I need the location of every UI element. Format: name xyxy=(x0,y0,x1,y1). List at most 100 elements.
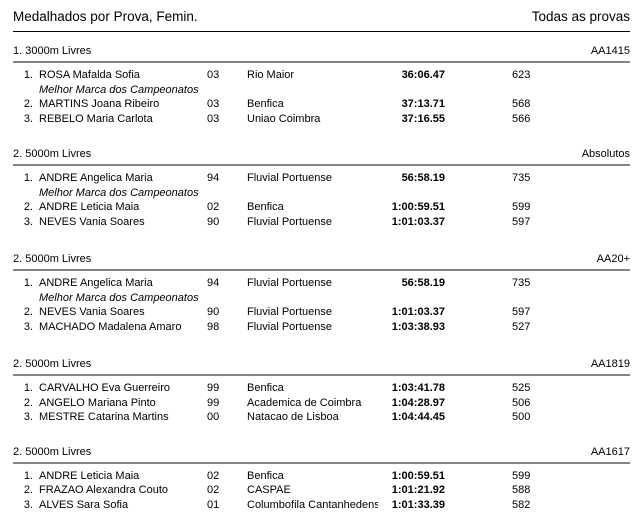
row-time: 1:03:41.78 xyxy=(391,382,445,394)
result-row: 1. ROSA Mafalda Sofia 03 Rio Maior 36:06… xyxy=(0,68,641,83)
row-rank: 2. xyxy=(23,396,33,409)
row-year: 00 xyxy=(207,411,220,423)
section-divider xyxy=(13,164,630,166)
row-points: 527 xyxy=(512,320,531,333)
row-year: 02 xyxy=(207,469,220,482)
row-year: 90 xyxy=(207,306,220,318)
section-rows: 1. ANDRE Leticia Maia 02 Benfica 1:00:59… xyxy=(0,469,641,513)
row-rank: 2. xyxy=(23,306,33,318)
category-label: AA1415 xyxy=(590,45,630,57)
row-time: 1:00:59.51 xyxy=(391,469,445,482)
row-name: MESTRE Catarina Martins xyxy=(39,411,169,423)
result-row: 1. ANDRE Leticia Maia 02 Benfica 1:00:59… xyxy=(0,469,641,484)
section-header: 2. 5000m Livres AA20+ xyxy=(13,253,630,266)
row-rank: 3. xyxy=(23,498,33,511)
row-points: 500 xyxy=(512,411,531,423)
row-year: 94 xyxy=(207,277,220,289)
section-header: 2. 5000m Livres AA1617 xyxy=(13,446,630,459)
row-club: CASPAE xyxy=(247,484,291,496)
row-rank: 3. xyxy=(23,320,33,333)
result-row: 3. ALVES Sara Sofia 01 Columbofila Canta… xyxy=(0,498,641,513)
row-name: ANGELO Mariana Pinto xyxy=(39,396,156,409)
result-row: 3. MACHADO Madalena Amaro 98 Fluvial Por… xyxy=(0,320,641,335)
row-time: 1:01:33.39 xyxy=(391,498,445,511)
row-club: Benfica xyxy=(247,201,284,213)
row-year: 03 xyxy=(207,69,220,81)
row-name: NEVES Vania Soares xyxy=(39,306,145,318)
row-club: Academica de Coimbra xyxy=(247,396,362,409)
result-row: 2. ANGELO Mariana Pinto 99 Academica de … xyxy=(0,396,641,411)
row-year: 03 xyxy=(207,112,220,125)
row-name: ANDRE Angelica Maria xyxy=(39,172,153,184)
row-time: 1:03:38.93 xyxy=(391,320,445,333)
row-points: 582 xyxy=(512,498,531,511)
row-rank: 1. xyxy=(23,277,33,289)
row-time: 1:00:59.51 xyxy=(391,201,445,213)
row-time: 1:01:03.37 xyxy=(391,306,445,318)
row-rank: 3. xyxy=(23,215,33,228)
result-row: 2. FRAZAO Alexandra Couto 02 CASPAE 1:01… xyxy=(0,483,641,498)
row-club: Fluvial Portuense xyxy=(247,306,332,318)
row-name: MACHADO Madalena Amaro xyxy=(39,320,182,333)
result-row: 3. NEVES Vania Soares 90 Fluvial Portuen… xyxy=(0,215,641,230)
event-section: 2. 5000m Livres AA20+ 1. ANDRE Angelica … xyxy=(0,253,641,334)
row-name: NEVES Vania Soares xyxy=(39,215,145,228)
row-points: 599 xyxy=(512,469,531,482)
section-divider xyxy=(13,374,630,376)
row-rank: 2. xyxy=(23,201,33,213)
result-row: 1. CARVALHO Eva Guerreiro 99 Benfica 1:0… xyxy=(0,381,641,396)
row-points: 735 xyxy=(512,172,531,184)
row-rank: 3. xyxy=(23,112,33,125)
event-section: 2. 5000m Livres Absolutos 1. ANDRE Angel… xyxy=(0,148,641,229)
row-points: 566 xyxy=(512,112,531,125)
event-section: 2. 5000m Livres AA1617 1. ANDRE Leticia … xyxy=(0,446,641,513)
event-title: 1. 3000m Livres xyxy=(13,45,92,57)
events-filter-label: Todas as provas xyxy=(531,9,630,24)
event-section: 2. 5000m Livres AA1819 1. CARVALHO Eva G… xyxy=(0,358,641,425)
row-rank: 3. xyxy=(23,411,33,423)
result-row: 2. ANDRE Leticia Maia 02 Benfica 1:00:59… xyxy=(0,200,641,215)
row-name: ANDRE Angelica Maria xyxy=(39,277,153,289)
row-points: 735 xyxy=(512,277,531,289)
result-row: 2. MARTINS Joana Ribeiro 03 Benfica 37:1… xyxy=(0,97,641,112)
row-rank: 1. xyxy=(23,69,33,81)
row-time: 56:58.19 xyxy=(401,277,445,289)
row-year: 01 xyxy=(207,498,220,511)
category-label: AA20+ xyxy=(596,253,630,265)
row-year: 99 xyxy=(207,382,220,394)
row-club: Fluvial Portuense xyxy=(247,172,332,184)
section-header: 1. 3000m Livres AA1415 xyxy=(13,45,630,58)
event-title: 2. 5000m Livres xyxy=(13,358,92,370)
row-club: Natacao de Lisboa xyxy=(247,411,339,423)
row-year: 02 xyxy=(207,484,220,496)
row-points: 588 xyxy=(512,484,531,496)
section-rows: 1. ANDRE Angelica Maria 94 Fluvial Portu… xyxy=(0,276,641,334)
section-divider xyxy=(13,461,630,464)
row-time: 56:58.19 xyxy=(401,172,445,184)
row-points: 506 xyxy=(512,396,531,409)
row-points: 623 xyxy=(512,69,531,81)
row-rank: 1. xyxy=(23,382,33,394)
event-section: 1. 3000m Livres AA1415 1. ROSA Mafalda S… xyxy=(0,45,641,126)
result-row: 2. NEVES Vania Soares 90 Fluvial Portuen… xyxy=(0,305,641,320)
row-club: Fluvial Portuense xyxy=(247,320,332,333)
row-name: ANDRE Leticia Maia xyxy=(39,201,140,213)
row-year: 90 xyxy=(207,215,220,228)
sections: 1. 3000m Livres AA1415 1. ROSA Mafalda S… xyxy=(0,45,641,512)
result-row: 3. MESTRE Catarina Martins 00 Natacao de… xyxy=(0,410,641,425)
row-points: 597 xyxy=(512,215,531,228)
record-note: Melhor Marca dos Campeonatos xyxy=(39,291,199,304)
event-title: 2. 5000m Livres xyxy=(13,253,92,265)
row-club: Fluvial Portuense xyxy=(247,215,332,228)
section-header: 2. 5000m Livres AA1819 xyxy=(13,358,630,371)
event-title: 2. 5000m Livres xyxy=(13,148,92,160)
row-club: Benfica xyxy=(247,382,284,394)
section-rows: 1. CARVALHO Eva Guerreiro 99 Benfica 1:0… xyxy=(0,381,641,425)
row-points: 599 xyxy=(512,201,531,213)
result-row: 1. ANDRE Angelica Maria 94 Fluvial Portu… xyxy=(0,171,641,186)
page-title: Medalhados por Prova, Femin. xyxy=(13,9,198,24)
result-row: 1. ANDRE Angelica Maria 94 Fluvial Portu… xyxy=(0,276,641,291)
row-points: 525 xyxy=(512,382,531,394)
row-rank: 1. xyxy=(23,172,33,184)
